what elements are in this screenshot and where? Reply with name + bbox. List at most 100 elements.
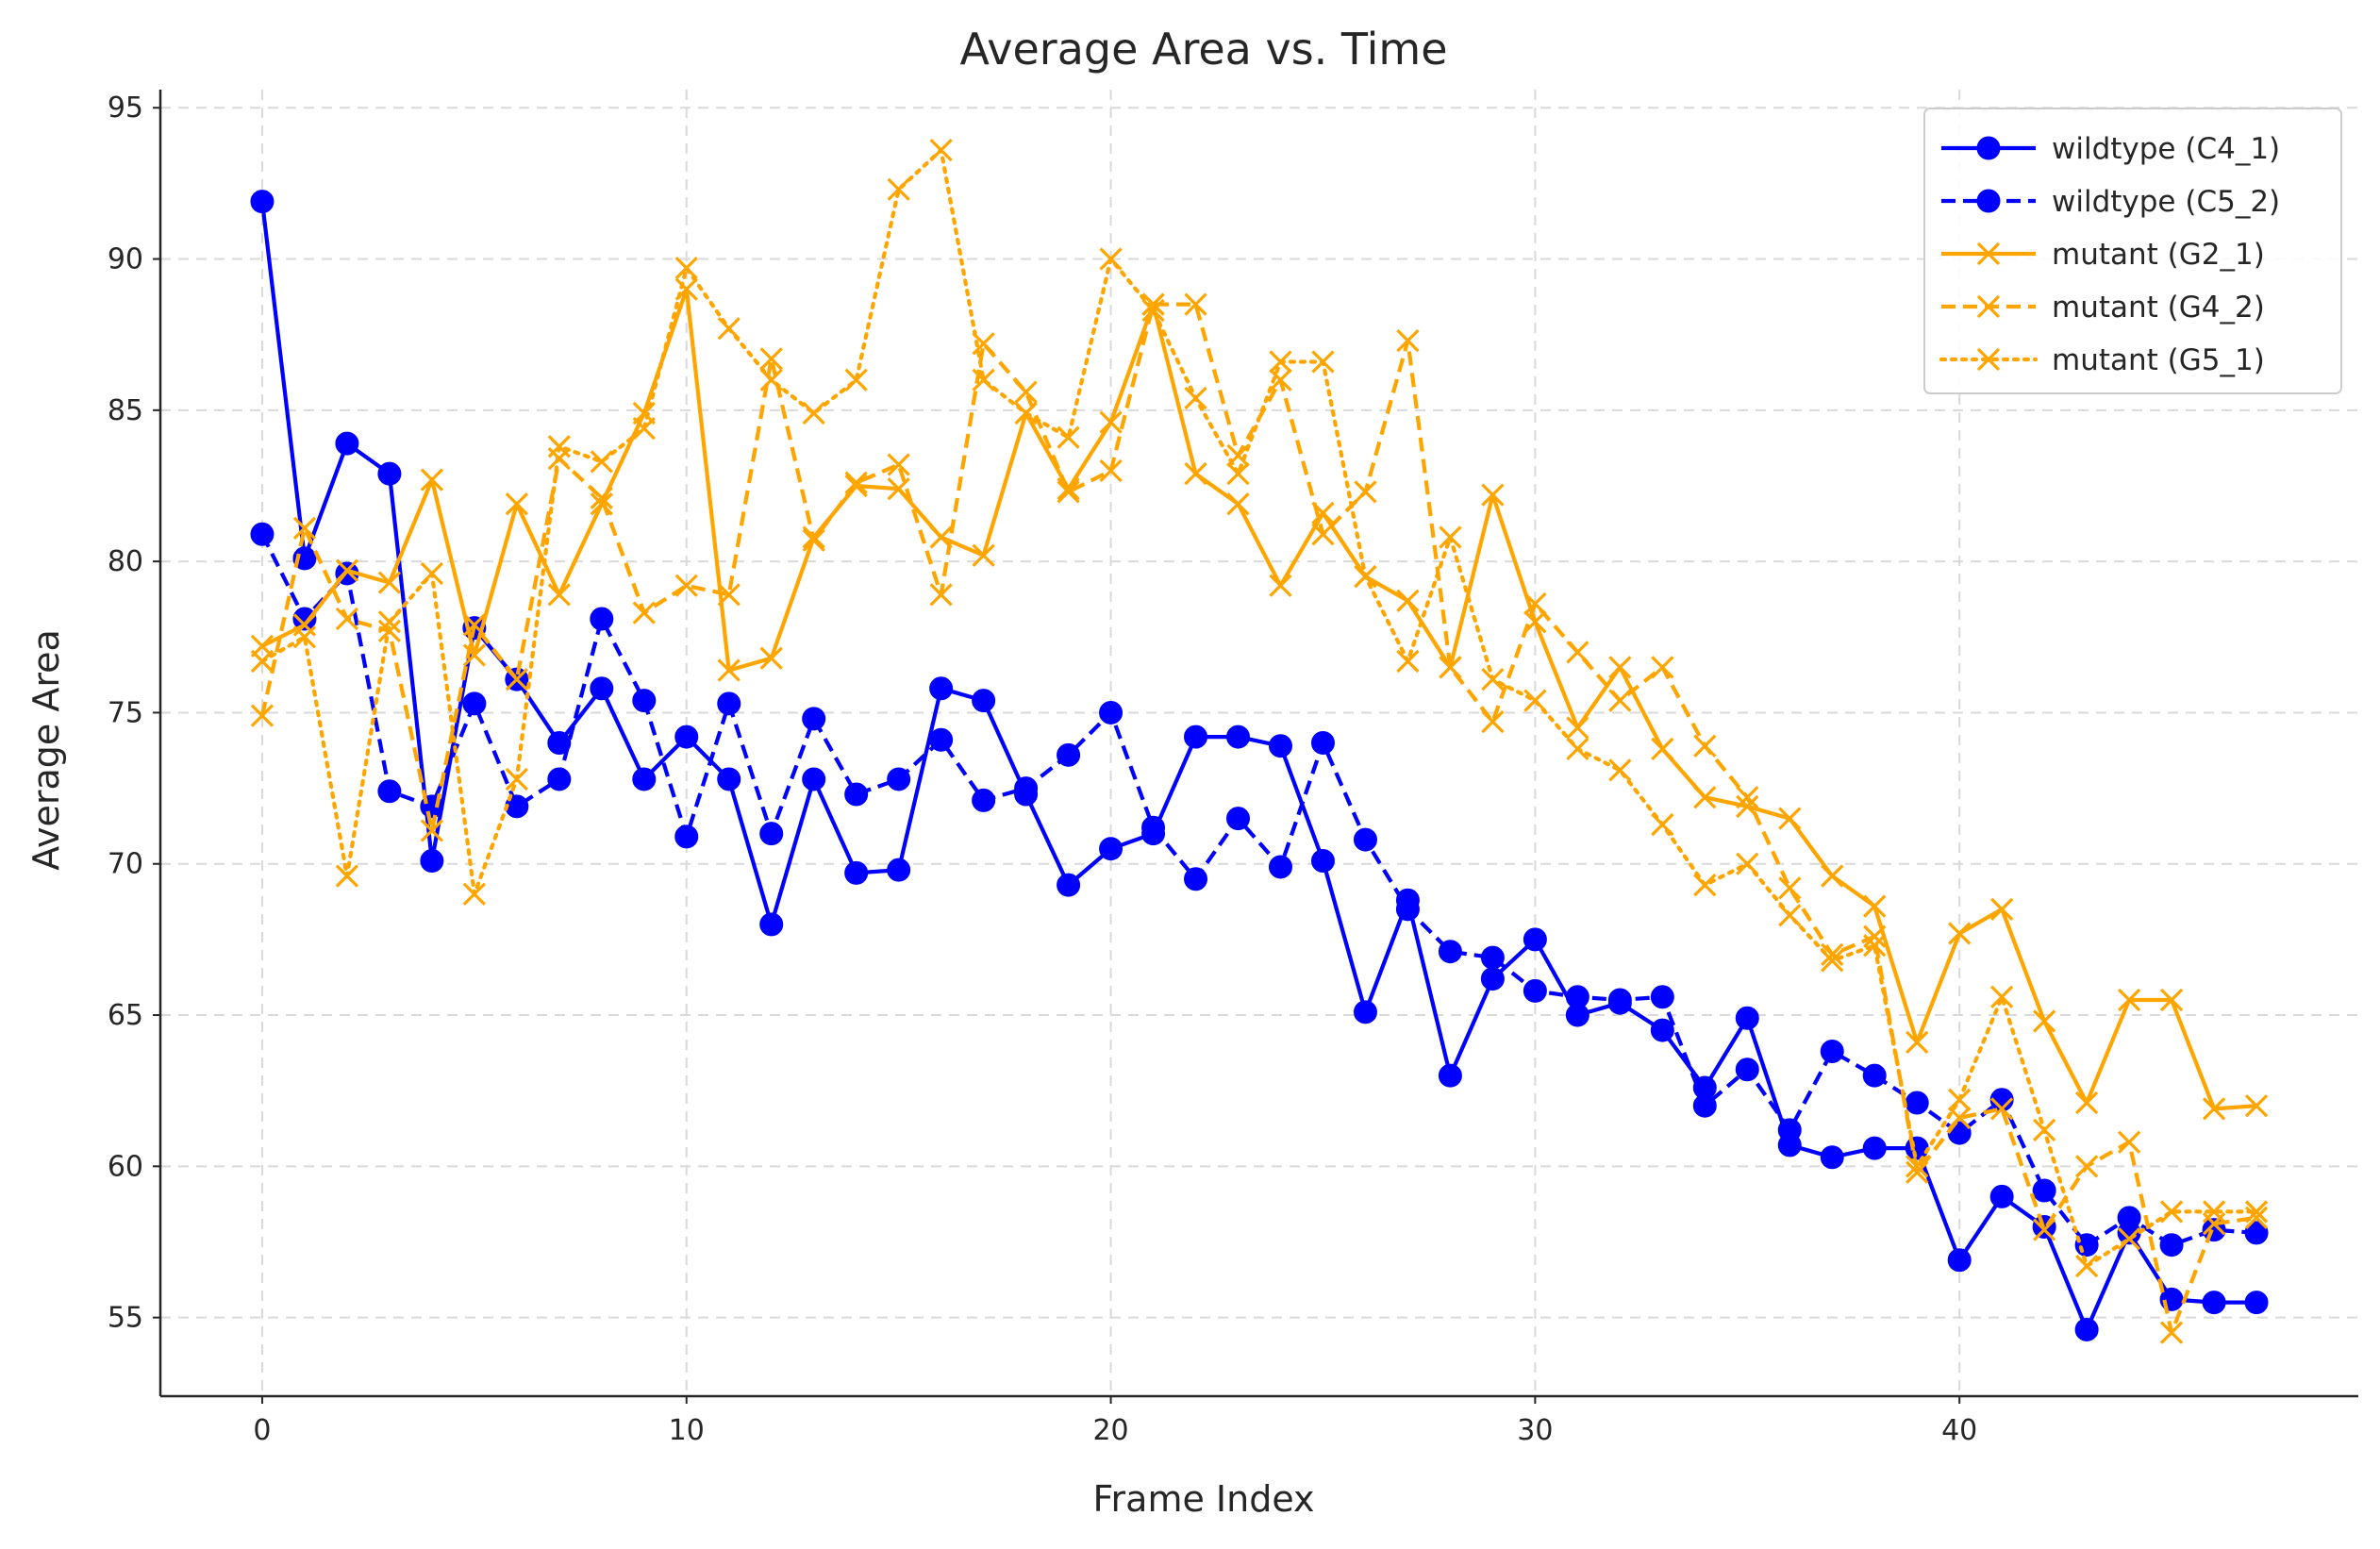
data-point [1778,876,1802,900]
data-point [674,257,698,280]
data-point [2033,1009,2056,1033]
data-point [887,453,910,476]
data-point [462,691,487,716]
data-point [547,435,571,458]
data-point [1184,292,1207,316]
data-point [1268,855,1292,879]
data-point [1693,786,1717,809]
data-point [420,819,444,842]
x-tick-label: 10 [669,1414,705,1447]
data-point [1438,940,1462,964]
data-point [1650,985,1674,1009]
data-point [1057,873,1081,897]
data-point [1906,1030,1929,1055]
data-point [2033,1218,2056,1241]
data-point [1736,852,1759,875]
data-point [1523,689,1547,712]
data-point [717,658,741,682]
data-point [844,782,869,807]
data-point [632,416,656,441]
data-point [2074,1317,2099,1341]
data-point [1863,934,1887,958]
data-point [335,864,359,888]
data-point [1099,837,1123,861]
legend-entry: wildtype (C5_2) [1941,185,2280,219]
data-point [590,486,613,509]
x-tick-label: 30 [1517,1414,1553,1447]
chart-title: Average Area vs. Time [959,24,1447,75]
data-point [1947,1248,1972,1273]
data-point [1735,1058,1759,1082]
data-point [1481,483,1505,507]
data-point [1821,942,1844,967]
data-point [1990,897,2014,921]
data-point [1778,807,1802,830]
y-tick-label: 70 [108,848,143,881]
data-point [1396,328,1420,353]
data-point [547,767,572,791]
data-point [1057,477,1080,501]
y-tick-label: 85 [108,394,143,427]
data-point [1438,1063,1462,1088]
data-point [1226,807,1251,831]
data-point [377,610,402,634]
data-point [547,583,571,607]
data-point [1310,849,1335,874]
data-point [759,822,784,846]
data-point [1989,1088,2014,1112]
data-point [1948,1088,1972,1111]
series-line [259,148,2259,1269]
data-point [1354,480,1377,504]
legend-box [1923,108,2342,394]
data-point [972,368,995,391]
legend-label: wildtype (C5_2) [2052,185,2280,219]
series-2 [250,277,2269,1121]
data-point [590,492,613,516]
data-point [1990,985,2014,1008]
data-point [1226,725,1251,749]
data-point [292,625,317,649]
legend-marker [1976,189,2001,213]
data-point [1141,292,1165,316]
data-point [674,574,698,597]
data-point [1353,1000,1377,1024]
data-point [2159,1233,2184,1258]
data-point [1905,1091,1929,1115]
data-point [1184,867,1208,891]
data-point [1651,812,1674,837]
data-point [1820,1040,1844,1064]
data-point [2117,1130,2141,1154]
data-point [1778,904,1802,927]
data-point [1862,1136,1887,1160]
data-point [1651,656,1674,679]
legend-label: mutant (G4_2) [2052,291,2265,325]
data-point [2159,1200,2184,1224]
series-line [260,533,2257,1247]
data-point [2117,1206,2141,1230]
data-point [590,607,614,631]
y-axis-title: Average Area [25,629,67,871]
x-axis-title: Frame Index [1092,1478,1314,1520]
data-point [929,138,953,162]
data-point [1269,574,1292,597]
data-point [2074,1255,2099,1278]
data-point [590,450,613,474]
data-point [2202,1200,2226,1224]
data-point [1014,380,1038,404]
data-point [1311,523,1335,546]
data-point [802,401,825,425]
y-tick-label: 55 [108,1302,143,1335]
data-point [717,767,741,791]
data-point [1821,864,1844,888]
data-point [2159,1321,2184,1344]
data-point [2244,1291,2269,1315]
y-tick-label: 60 [108,1150,143,1183]
data-point [250,649,275,674]
data-point [377,571,402,594]
data-point [462,882,486,906]
data-point [2244,1094,2269,1118]
data-point [674,725,699,749]
y-tick-label: 80 [108,545,143,578]
legend-entry: mutant (G5_1) [1939,343,2265,377]
series-4 [250,138,2269,1278]
